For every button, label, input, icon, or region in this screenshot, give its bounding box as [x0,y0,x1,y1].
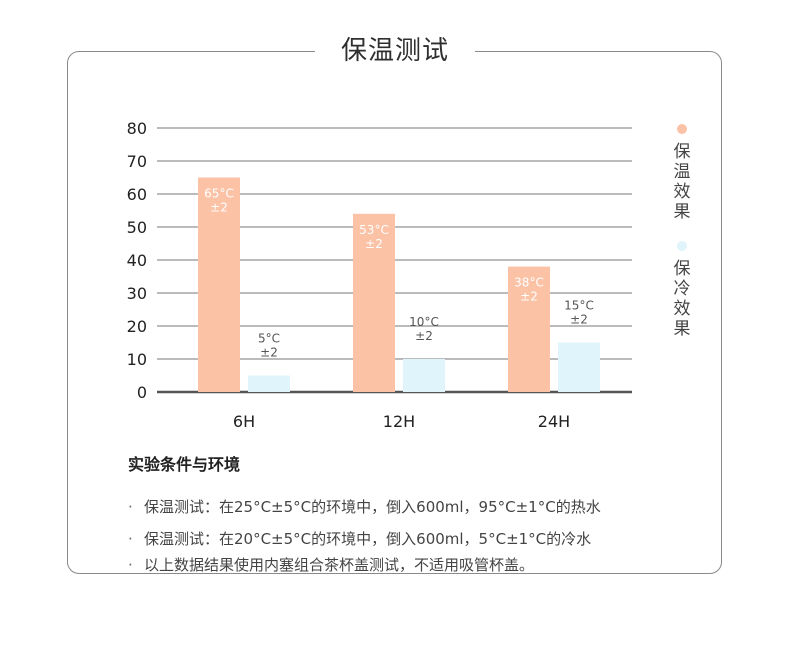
legend-item-keep-warm: 保温效果 [671,124,693,222]
data-label: ±2 [415,329,433,343]
x-tick-label: 24H [538,412,570,431]
data-label: 10°C [409,315,439,329]
legend-dot-keep-cold [677,241,687,251]
legend-label-keep-warm: 保温效果 [673,142,691,222]
bar-keep-cold [403,359,445,392]
condition-text: 以上数据结果使用内塞组合茶杯盖测试，不适用吸管杯盖。 [144,556,535,574]
bullet-dot: · [128,556,133,574]
bar-keep-warm [198,177,240,392]
bar-keep-cold [558,342,600,392]
condition-item: · 保温测试：在25°C±5°C的环境中，倒入600ml，95°C±1°C的热水 [128,494,708,520]
title-wrap: 保温测试 [0,31,790,71]
y-tick-label: 50 [127,218,147,237]
x-tick-label: 6H [233,412,255,431]
bullet-dot: · [128,498,133,516]
y-tick-label: 40 [127,251,147,270]
data-label: ±2 [520,290,538,304]
bar-keep-warm [508,266,550,392]
y-tick-label: 80 [127,119,147,138]
data-label: ±2 [365,237,383,251]
y-tick-label: 20 [127,317,147,336]
page-title: 保温测试 [314,31,475,71]
legend-dot-keep-warm [677,124,687,134]
condition-text: 保温测试：在20°C±5°C的环境中，倒入600ml，5°C±1°C的冷水 [144,530,592,548]
condition-item: · 保温测试：在20°C±5°C的环境中，倒入600ml，5°C±1°C的冷水 [128,526,708,552]
data-label: ±2 [210,201,228,215]
data-label: 38°C [514,276,544,290]
data-label: 53°C [359,223,389,237]
data-label: ±2 [260,346,278,360]
legend-item-keep-cold: 保冷效果 [671,241,693,339]
y-tick-label: 0 [137,383,147,402]
bar-keep-warm [353,213,395,392]
data-label: 65°C [204,187,234,201]
data-label: 5°C [258,332,280,346]
bar-keep-cold [248,375,290,392]
condition-item: · 以上数据结果使用内塞组合茶杯盖测试，不适用吸管杯盖。 [128,552,708,578]
y-tick-label: 70 [127,152,147,171]
y-tick-label: 30 [127,284,147,303]
bullet-dot: · [128,530,133,548]
data-label: ±2 [570,313,588,327]
conditions-title: 实验条件与环境 [128,455,241,474]
condition-text: 保温测试：在25°C±5°C的环境中，倒入600ml，95°C±1°C的热水 [144,498,601,516]
data-label: 15°C [564,299,594,313]
x-tick-label: 12H [383,412,415,431]
y-tick-label: 10 [127,350,147,369]
y-tick-label: 60 [127,185,147,204]
test-conditions: 实验条件与环境 · 保温测试：在25°C±5°C的环境中，倒入600ml，95°C… [128,454,708,578]
legend-label-keep-cold: 保冷效果 [673,259,691,339]
